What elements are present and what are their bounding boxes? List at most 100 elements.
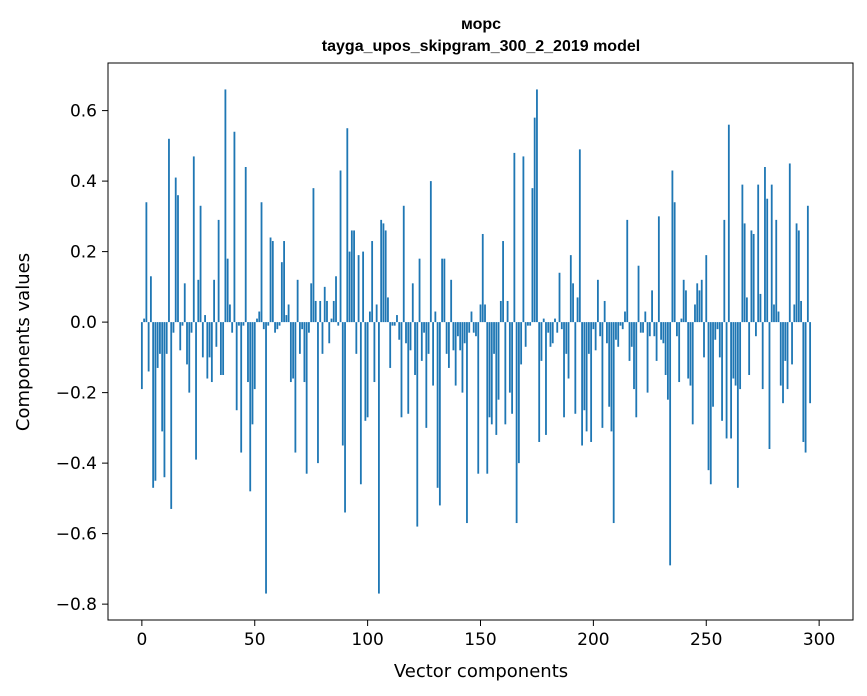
bar-98 <box>362 251 365 323</box>
bar-238 <box>678 322 681 383</box>
bar-219 <box>635 322 638 418</box>
bar-22 <box>190 322 193 333</box>
bar-273 <box>757 184 760 323</box>
bar-53 <box>260 202 263 323</box>
plot-frame <box>107 62 854 621</box>
bar-72 <box>303 322 306 383</box>
bar-294 <box>804 322 807 453</box>
bar-83 <box>328 322 331 344</box>
bar-76 <box>312 188 315 323</box>
bar-15 <box>174 177 177 323</box>
bar-114 <box>398 322 401 340</box>
bar-148 <box>475 322 477 337</box>
bar-120 <box>411 283 414 323</box>
bar-282 <box>777 311 780 323</box>
bar-241 <box>685 290 687 323</box>
bar-277 <box>766 198 769 323</box>
bar-5 <box>152 322 155 488</box>
bars-group <box>140 89 812 594</box>
bar-165 <box>513 152 516 323</box>
bar-167 <box>517 322 520 464</box>
bar-190 <box>569 255 572 323</box>
bar-73 <box>305 322 308 474</box>
bar-96 <box>357 255 360 323</box>
bar-202 <box>596 279 599 323</box>
bar-134 <box>443 258 446 323</box>
bar-236 <box>673 202 676 323</box>
bar-14 <box>172 322 175 333</box>
bar-259 <box>725 322 728 439</box>
bar-152 <box>484 304 486 323</box>
y-tick-label: 0.6 <box>70 102 97 122</box>
bar-197 <box>585 322 588 432</box>
bar-196 <box>583 322 586 411</box>
bar-235 <box>671 170 674 323</box>
bar-87 <box>337 322 340 326</box>
bar-227 <box>653 322 656 337</box>
bar-19 <box>183 283 186 323</box>
bar-268 <box>745 297 748 323</box>
x-tick-label: 0 <box>136 630 147 650</box>
bar-142 <box>461 322 464 393</box>
bar-12 <box>168 138 170 323</box>
bar-3 <box>147 322 150 372</box>
bar-161 <box>504 322 507 425</box>
bar-155 <box>490 322 493 425</box>
bar-4 <box>149 276 152 323</box>
bar-162 <box>506 300 509 323</box>
bar-153 <box>486 322 489 474</box>
bar-288 <box>791 322 793 365</box>
bar-154 <box>488 322 491 418</box>
bar-1 <box>143 318 146 323</box>
bar-126 <box>425 322 428 428</box>
bar-34 <box>217 219 220 323</box>
bar-100 <box>366 322 369 418</box>
bar-110 <box>389 322 392 368</box>
bar-194 <box>578 149 581 323</box>
bar-81 <box>323 286 326 323</box>
bar-287 <box>788 163 791 323</box>
bar-43 <box>238 322 240 326</box>
bar-239 <box>680 318 683 323</box>
bar-195 <box>581 322 583 446</box>
bar-51 <box>256 318 258 323</box>
bar-21 <box>188 322 191 393</box>
bar-255 <box>716 322 719 330</box>
bar-275 <box>761 322 764 390</box>
bar-285 <box>784 322 787 361</box>
bar-218 <box>633 322 635 390</box>
bar-240 <box>682 279 685 323</box>
bar-86 <box>335 276 337 323</box>
bar-60 <box>276 322 279 330</box>
bar-33 <box>215 322 218 347</box>
bar-213 <box>621 322 624 330</box>
bar-168 <box>520 322 523 365</box>
bar-74 <box>308 322 310 333</box>
bar-150 <box>479 304 482 323</box>
bar-112 <box>393 322 396 326</box>
bar-26 <box>199 205 202 323</box>
bar-215 <box>626 219 629 323</box>
bar-272 <box>755 322 757 337</box>
bar-103 <box>373 322 376 383</box>
bar-243 <box>689 322 692 386</box>
bar-77 <box>314 300 317 323</box>
y-tick-label: −0.6 <box>56 525 97 545</box>
bar-278 <box>768 322 771 450</box>
bar-237 <box>676 322 678 337</box>
bar-149 <box>477 322 480 474</box>
bar-181 <box>549 322 552 347</box>
bar-31 <box>210 322 213 383</box>
bar-159 <box>499 300 502 323</box>
bar-279 <box>770 184 773 323</box>
bar-35 <box>219 322 222 375</box>
y-tick-label: 0.4 <box>70 172 97 192</box>
bar-66 <box>289 322 292 383</box>
bar-221 <box>639 322 642 333</box>
bar-264 <box>736 322 739 488</box>
bar-284 <box>782 322 784 404</box>
bar-128 <box>429 181 432 323</box>
bar-108 <box>384 230 387 323</box>
bar-90 <box>344 322 346 513</box>
